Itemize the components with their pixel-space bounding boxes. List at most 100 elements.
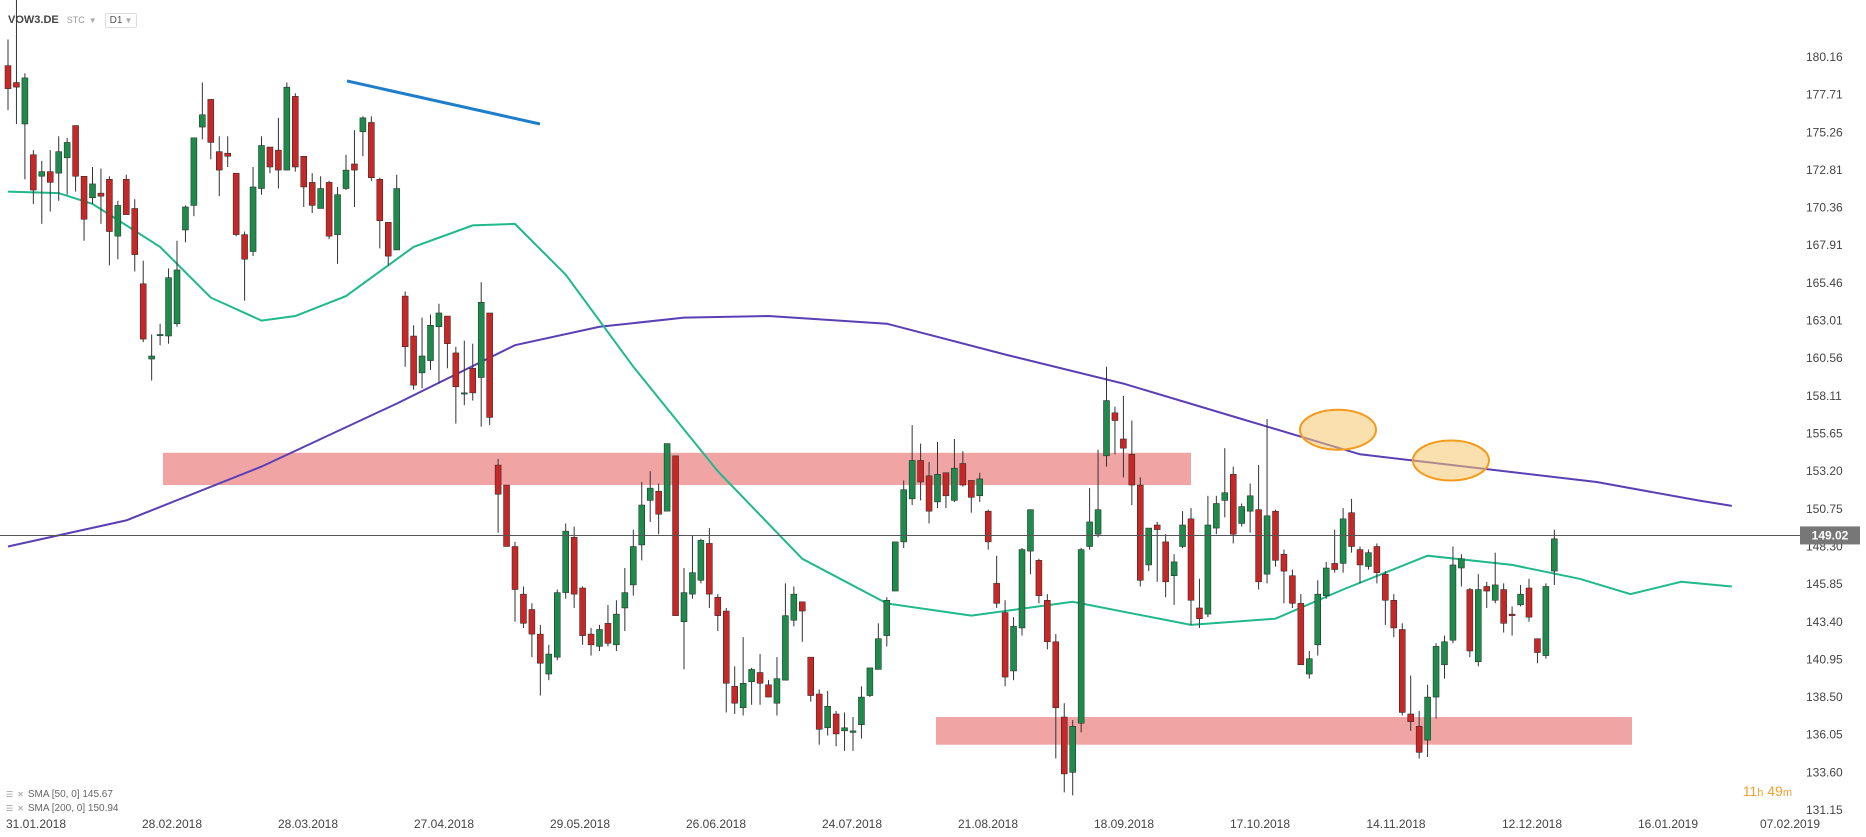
close-icon[interactable]: ✕: [17, 804, 24, 813]
candle: [13, 0, 20, 124]
timeframe-select[interactable]: D1 ▼: [104, 12, 138, 28]
market-type-label[interactable]: STC: [66, 15, 85, 25]
x-tick-label: 17.10.2018: [1230, 817, 1290, 831]
candle: [1255, 465, 1262, 590]
candle: [1221, 448, 1229, 518]
legend-sma200[interactable]: ☰ ✕ SMA [200, 0] 150.94: [6, 802, 119, 816]
candle: [1348, 498, 1355, 553]
candle: [815, 689, 823, 745]
candle: [520, 586, 527, 628]
candle: [1466, 587, 1474, 658]
candle: [1179, 511, 1186, 549]
candle: [570, 526, 578, 608]
x-tick-label: 28.02.2018: [142, 817, 202, 831]
price-tag-layer: 149.02: [0, 526, 1860, 545]
candle: [1407, 675, 1414, 731]
candle: [207, 99, 215, 160]
candle: [1399, 623, 1406, 716]
highlight-ellipse-2: [1412, 439, 1490, 482]
chevron-down-icon[interactable]: ▼: [88, 15, 97, 25]
candle: [1542, 583, 1550, 659]
candle: [959, 451, 967, 487]
y-tick-label: 175.26: [1806, 125, 1843, 139]
y-tick-label: 145.85: [1806, 577, 1843, 591]
candle: [131, 199, 138, 272]
symbol-label[interactable]: VOW3.DE: [8, 14, 59, 26]
candle: [511, 541, 519, 622]
candle: [984, 509, 992, 550]
candle: [89, 167, 96, 204]
candle: [1052, 634, 1060, 759]
candle: [993, 555, 1000, 608]
candle: [1120, 395, 1127, 478]
legend-sma50[interactable]: ☰ ✕ SMA [50, 0] 145.67: [6, 788, 119, 802]
candle: [1035, 558, 1043, 604]
candle: [325, 180, 333, 240]
candle: [266, 146, 274, 174]
candle: [1204, 495, 1212, 618]
candle: [1517, 584, 1524, 607]
candle: [1289, 569, 1296, 608]
candle: [232, 172, 240, 237]
settings-icon[interactable]: ☰: [6, 804, 14, 813]
candle: [1018, 548, 1026, 636]
x-tick-label: 14.11.2018: [1366, 817, 1425, 831]
candle: [165, 268, 172, 344]
candle: [368, 116, 375, 181]
timer-hours-unit: h: [1757, 787, 1764, 799]
x-tick-label: 26.06.2018: [686, 817, 746, 831]
candle: [663, 443, 671, 512]
candle: [604, 604, 612, 647]
candle: [351, 130, 358, 207]
candle: [469, 343, 476, 401]
candle: [579, 586, 586, 645]
candle: [883, 597, 891, 647]
candle: [545, 644, 553, 681]
candle: [849, 717, 857, 751]
candle: [55, 136, 62, 201]
candle: [1322, 561, 1330, 599]
y-tick-label: 160.56: [1806, 351, 1843, 365]
candle: [824, 690, 831, 736]
candle: [799, 601, 806, 642]
x-tick-label: 28.03.2018: [278, 817, 338, 831]
candle: [1280, 549, 1288, 604]
candle: [765, 680, 772, 698]
candle: [1213, 495, 1220, 535]
candle: [1137, 477, 1144, 587]
candle: [917, 443, 924, 501]
candle: [554, 589, 561, 661]
candle: [444, 315, 451, 369]
candle: [1365, 549, 1372, 570]
close-icon[interactable]: ✕: [17, 790, 24, 799]
candle: [1170, 554, 1178, 605]
candle: [951, 438, 958, 502]
candle: [562, 523, 569, 599]
candle: [410, 325, 417, 390]
candle: [528, 603, 536, 658]
y-tick-label: 138.50: [1806, 690, 1843, 704]
x-tick-label: 27.04.2018: [414, 817, 474, 831]
y-tick-label: 153.20: [1806, 464, 1843, 478]
current-price-label: 149.02: [1812, 528, 1849, 542]
candle: [1027, 509, 1034, 575]
candle: [1390, 594, 1398, 638]
candle: [148, 334, 155, 381]
candle: [1061, 703, 1068, 793]
candle: [106, 176, 113, 266]
candle: [1145, 527, 1152, 572]
candle: [292, 93, 299, 172]
candle: [300, 156, 307, 207]
candle: [494, 458, 502, 533]
candle: [934, 442, 941, 509]
candle: [1001, 600, 1009, 687]
candle: [427, 314, 434, 370]
candle: [613, 600, 620, 651]
candle: [1187, 508, 1195, 625]
candle: [875, 623, 882, 670]
y-tick-label: 155.65: [1806, 427, 1843, 441]
settings-icon[interactable]: ☰: [6, 790, 14, 799]
candle: [714, 594, 722, 632]
candle: [1306, 650, 1313, 679]
